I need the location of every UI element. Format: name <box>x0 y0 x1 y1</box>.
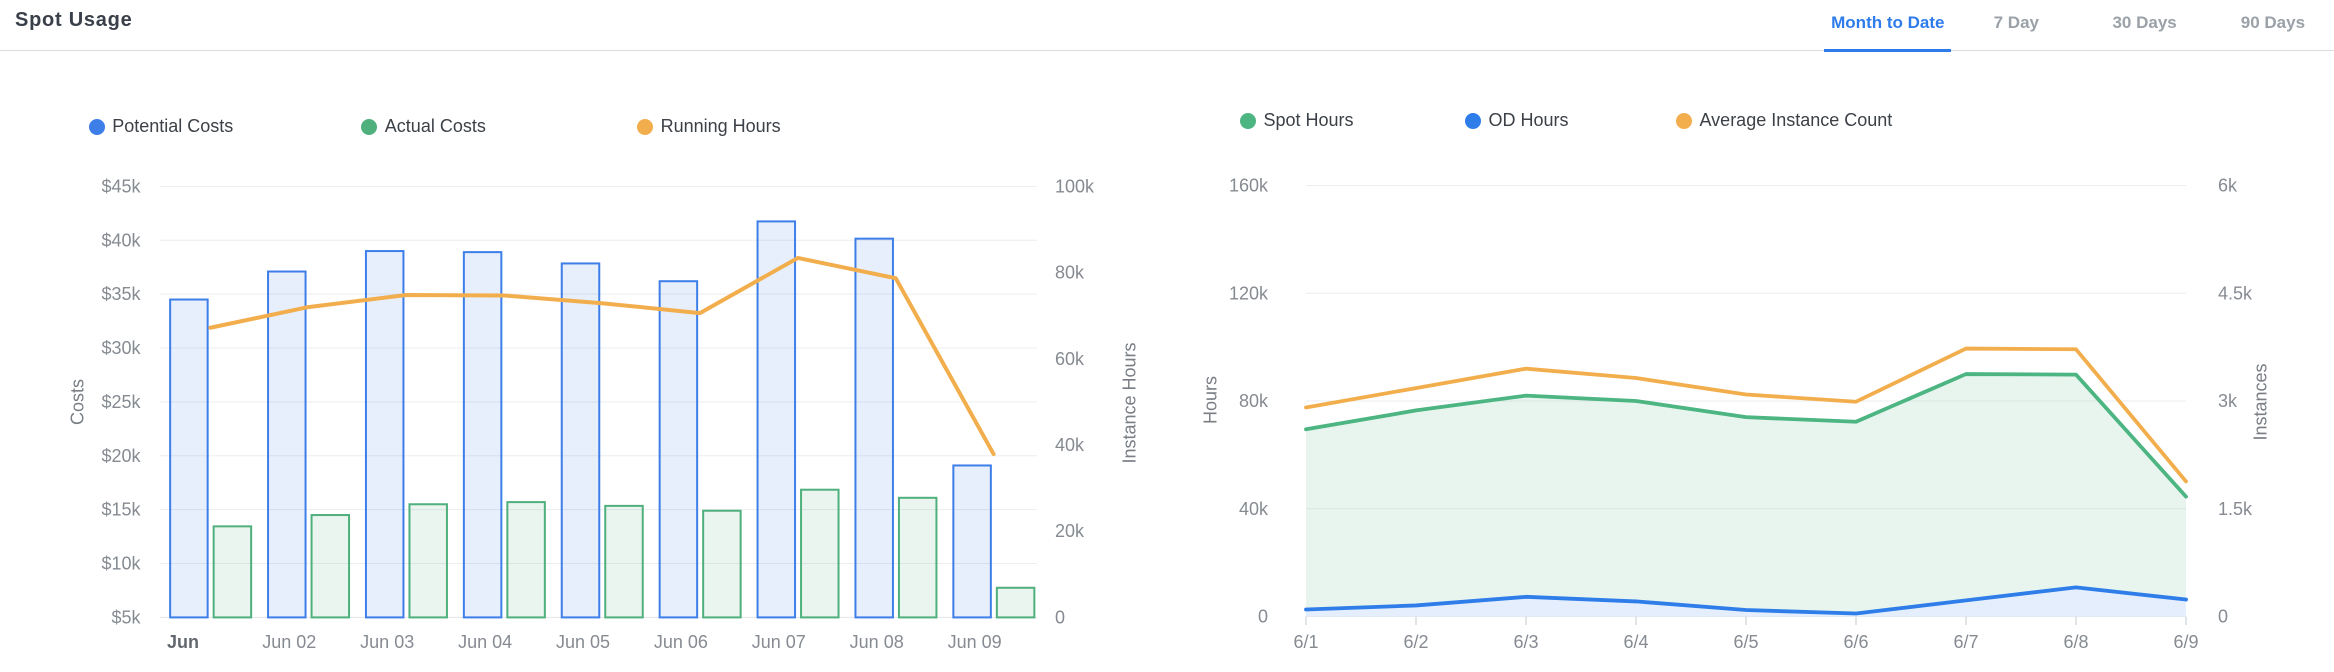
legend-dot-od-hours <box>1465 112 1481 129</box>
y-axis-tick-label: $40k <box>101 230 141 250</box>
legend-label-actual-costs: Actual Costs <box>384 116 486 137</box>
y-axis-tick-label: 4.5k <box>2218 283 2253 303</box>
legend-dot-spot-hours <box>1240 112 1256 129</box>
y-axis-tick-label: 60k <box>1055 349 1085 369</box>
active-tab-underline <box>1823 48 1952 53</box>
y-axis-tick-label: 6k <box>2218 176 2238 196</box>
legend-item-actual-costs[interactable]: Actual Costs <box>361 116 486 137</box>
tab-7-day[interactable]: 7 Day <box>1994 0 2039 45</box>
x-axis-tick-label: Jun 05 <box>556 632 610 652</box>
y-axis-tick-label: 0 <box>2218 607 2228 627</box>
bar-potential-costs <box>658 280 699 619</box>
y-axis-tick-label: 40k <box>1239 499 1269 519</box>
legend-item-od-hours[interactable]: OD Hours <box>1465 110 1569 131</box>
bar-actual-costs <box>310 514 351 619</box>
od-hours-area <box>1306 587 2186 617</box>
bar-actual-costs <box>800 488 840 619</box>
spot-hours-line <box>1304 372 2188 499</box>
costs-bar-chart: $5k $10k $15k $20k $25k $30k $35k $40k $45k 0 20k 4… <box>101 176 1095 652</box>
bar-actual-costs <box>506 501 546 619</box>
x-axis-tick-label: 6/9 <box>2173 632 2198 652</box>
y-axis-tick-label: 1.5k <box>2218 499 2253 519</box>
y-axis-tick-label: 80k <box>1239 391 1269 411</box>
legend-label-od-hours: OD Hours <box>1488 110 1569 131</box>
bar-potential-costs <box>854 237 894 619</box>
y-axis-tick-label: 40k <box>1055 435 1085 455</box>
x-axis-tick-label: 6/4 <box>1623 632 1648 652</box>
tab-label: 7 Day <box>1993 12 2039 32</box>
x-axis-tick-label: 6/2 <box>1403 632 1428 652</box>
x-axis-tick-label: 6/7 <box>1953 632 1978 652</box>
x-axis-tick-label: 6/1 <box>1293 632 1318 652</box>
x-axis-tick-label: Jun <box>167 632 199 652</box>
bar-actual-costs <box>604 504 644 619</box>
x-axis-tick-label: Jun 04 <box>458 632 512 652</box>
legend-item-running-hours[interactable]: Running Hours <box>637 116 781 137</box>
legend-label-average-instance-count: Average Instance Count <box>1699 110 1893 131</box>
x-axis-tick-label: Jun 02 <box>262 632 316 652</box>
bar-actual-costs <box>702 509 742 619</box>
legend-dot-average-instance-count <box>1676 112 1692 129</box>
bar-potential-costs <box>560 262 601 619</box>
y-axis-tick-label: $30k <box>101 338 141 358</box>
bar-potential-costs <box>952 464 992 619</box>
x-axis-tick-label: 6/3 <box>1513 632 1538 652</box>
y-axis-tick-label: $25k <box>101 392 141 412</box>
average-instance-count-line <box>1304 346 2188 484</box>
x-axis-tick-label: 6/5 <box>1733 632 1758 652</box>
spot-hours-area <box>1306 374 2186 617</box>
legend-label-running-hours: Running Hours <box>660 116 781 137</box>
legend-item-spot-hours[interactable]: Spot Hours <box>1240 110 1354 131</box>
y-axis-tick-label: 0 <box>1258 607 1268 627</box>
y-axis-tick-label: 160k <box>1229 176 1269 196</box>
y-axis-tick-label: $10k <box>101 554 141 574</box>
legend-dot-actual-costs <box>361 118 378 135</box>
y-axis-tick-label: $45k <box>101 176 141 196</box>
x-axis-tick-label: 6/6 <box>1843 632 1868 652</box>
tab-30-days[interactable]: 30 Days <box>2112 0 2176 45</box>
bar-potential-costs <box>364 250 405 619</box>
y-axis-tick-label: 100k <box>1055 176 1095 196</box>
x-axis-tick-label: Jun 06 <box>654 632 708 652</box>
x-axis-tick-label: Jun 09 <box>948 632 1002 652</box>
y-axis-tick-label: $35k <box>101 284 141 304</box>
legend-dot-running-hours <box>637 118 654 135</box>
tab-90-days[interactable]: 90 Days <box>2241 0 2305 45</box>
x-axis-tick-label: Jun 07 <box>752 632 806 652</box>
legend-item-average-instance-count[interactable]: Average Instance Count <box>1676 110 1893 131</box>
od-hours-line <box>1304 585 2188 616</box>
x-axis-tick-label: Jun 08 <box>850 632 904 652</box>
legend-label-potential-costs: Potential Costs <box>112 116 234 137</box>
y-axis-tick-label: 80k <box>1055 263 1085 283</box>
legend-label-spot-hours: Spot Hours <box>1263 110 1354 131</box>
legend-dot-potential-costs <box>88 118 105 135</box>
bar-actual-costs <box>897 496 938 619</box>
usage-area-chart: 0 40k 80k 120k 160k 0 1.5k 3k 4.5k 6k 6/1 6/2 6/3 6/4… <box>1229 176 2253 653</box>
y-axis-tick-label: 20k <box>1055 521 1085 541</box>
y-axis-tick-label: 3k <box>2218 391 2238 411</box>
bar-potential-costs <box>169 298 209 619</box>
y-axis-tick-label: 0 <box>1055 607 1065 627</box>
bar-potential-costs <box>267 270 307 619</box>
bar-potential-costs <box>462 251 503 619</box>
bar-actual-costs <box>212 525 253 619</box>
running-hours-line <box>208 255 996 457</box>
y-axis-tick-label: 120k <box>1229 283 1269 303</box>
header-divider <box>0 50 2334 51</box>
x-axis-tick-label: Jun 03 <box>360 632 414 652</box>
page-title: Spot Usage <box>15 9 133 31</box>
tab-label: 90 Days <box>2240 12 2306 32</box>
bar-actual-costs <box>408 503 448 619</box>
bar-actual-costs <box>995 586 1036 619</box>
bar-potential-costs <box>756 220 797 619</box>
y-axis-tick-label: $15k <box>101 500 141 520</box>
tab-label: 30 Days <box>2112 12 2177 32</box>
tab-label: Month to Date <box>1831 12 1945 32</box>
tab-month-to-date[interactable]: Month to Date <box>1831 0 1944 45</box>
y-axis-tick-label: $5k <box>111 607 141 627</box>
y-axis-tick-label: $20k <box>101 446 141 466</box>
x-axis-tick-label: 6/8 <box>2063 632 2088 652</box>
legend-item-potential-costs[interactable]: Potential Costs <box>88 116 234 137</box>
